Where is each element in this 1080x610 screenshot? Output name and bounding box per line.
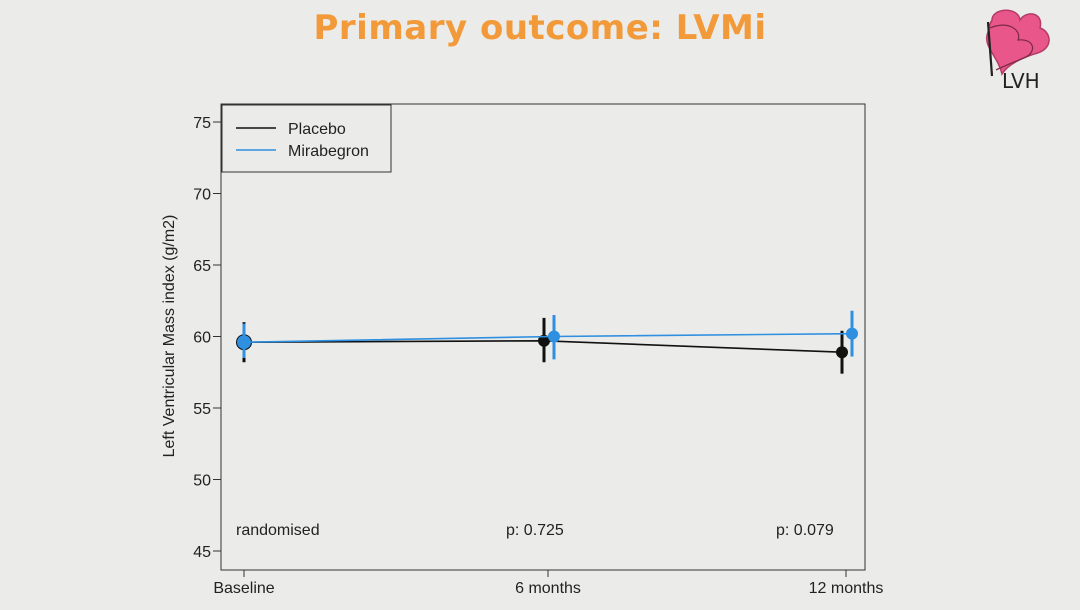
y-tick-label: 65	[193, 258, 211, 275]
data-point	[237, 335, 251, 350]
y-tick-label: 75	[193, 115, 211, 132]
annotation-label: randomised	[236, 522, 320, 539]
y-tick-label: 60	[193, 330, 211, 347]
x-tick-label: Baseline	[213, 580, 274, 597]
x-axis: Baseline 6 months 12 months	[213, 570, 883, 597]
series-placebo	[236, 317, 848, 374]
annotation-layer: randomised p: 0.725 p: 0.079	[236, 522, 834, 539]
logo: LVH	[985, 9, 1050, 93]
logo-text: LVH	[1002, 69, 1040, 93]
series-mirabegron	[237, 310, 858, 360]
slide-title: Primary outcome: LVMi	[313, 8, 767, 48]
data-point	[548, 330, 560, 343]
y-tick-label: 55	[193, 401, 211, 418]
y-axis-label: Left Ventricular Mass index (g/m2)	[161, 215, 178, 458]
y-tick-label: 50	[193, 473, 211, 490]
y-axis: 45 50 55 60 65 70 75	[193, 115, 221, 561]
x-tick-label: 12 months	[809, 580, 884, 597]
data-point	[846, 327, 858, 340]
annotation-label: p: 0.079	[776, 522, 834, 539]
heart-b-logo-icon	[985, 9, 1050, 77]
legend-label: Placebo	[288, 121, 346, 138]
y-tick-label: 70	[193, 187, 211, 204]
legend-label: Mirabegron	[288, 143, 369, 160]
data-point	[538, 334, 550, 347]
x-tick-label: 6 months	[515, 580, 581, 597]
legend-box	[221, 104, 392, 173]
series-layer	[236, 310, 858, 374]
annotation-label: p: 0.725	[506, 522, 564, 539]
legend: Placebo Mirabegron	[221, 104, 392, 173]
y-tick-label: 45	[193, 544, 211, 561]
data-point	[836, 346, 848, 359]
